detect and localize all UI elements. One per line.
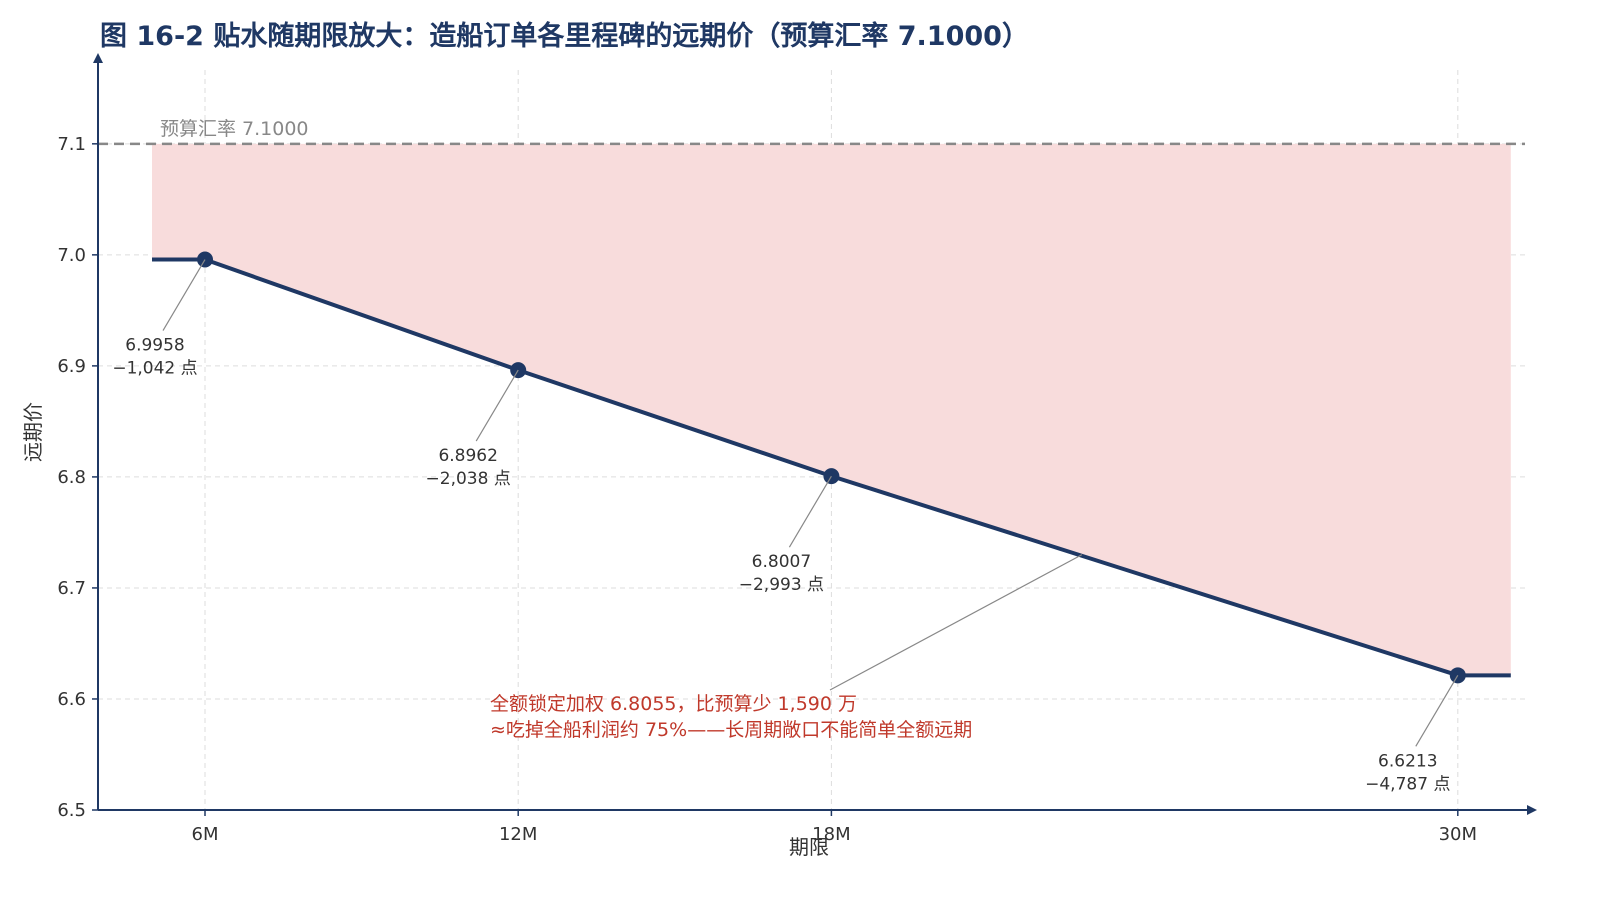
x-tick-label: 30M (1439, 824, 1477, 845)
y-tick-label: 6.8 (57, 467, 86, 488)
x-tick-label: 12M (499, 824, 537, 845)
chart-title: 图 16-2 贴水随期限放大：造船订单各里程碑的远期价（预算汇率 7.1000） (100, 21, 1029, 52)
point-diff-label: −4,787 点 (1365, 774, 1450, 794)
point-diff-label: −1,042 点 (112, 359, 197, 379)
y-tick-label: 6.7 (57, 578, 86, 599)
budget-rate-label: 预算汇率 7.1000 (160, 118, 309, 140)
y-tick-label: 7.0 (57, 245, 86, 266)
annotation-text: 全额锁定加权 6.8055，比预算少 1,590 万 (490, 693, 857, 715)
x-tick-label: 6M (192, 824, 219, 845)
annotation-leader-line (829, 554, 1083, 691)
point-diff-label: −2,038 点 (426, 469, 511, 489)
point-leader-line (162, 259, 206, 331)
point-value-label: 6.8962 (438, 446, 497, 466)
y-tick-label: 7.1 (57, 134, 86, 155)
point-diff-label: −2,993 点 (739, 575, 824, 595)
point-leader-line (1415, 675, 1459, 747)
point-leader-line (475, 369, 519, 442)
y-tick-label: 6.6 (57, 689, 86, 710)
point-leader-line (788, 475, 832, 548)
y-tick-label: 6.9 (57, 356, 86, 377)
y-tick-label: 6.5 (57, 800, 86, 821)
y-axis-title: 远期价 (21, 402, 45, 462)
point-value-label: 6.8007 (752, 552, 811, 572)
point-value-label: 6.9958 (125, 336, 184, 356)
budget-gap-area (152, 143, 1511, 676)
forward-rate-line (152, 257, 1511, 678)
annotation-text: ≈吃掉全船利润约 75%——长周期敞口不能简单全额远期 (490, 719, 972, 741)
x-axis-title: 期限 (789, 835, 829, 859)
point-value-label: 6.6213 (1378, 751, 1437, 771)
x-tick-label: 18M (812, 824, 850, 845)
